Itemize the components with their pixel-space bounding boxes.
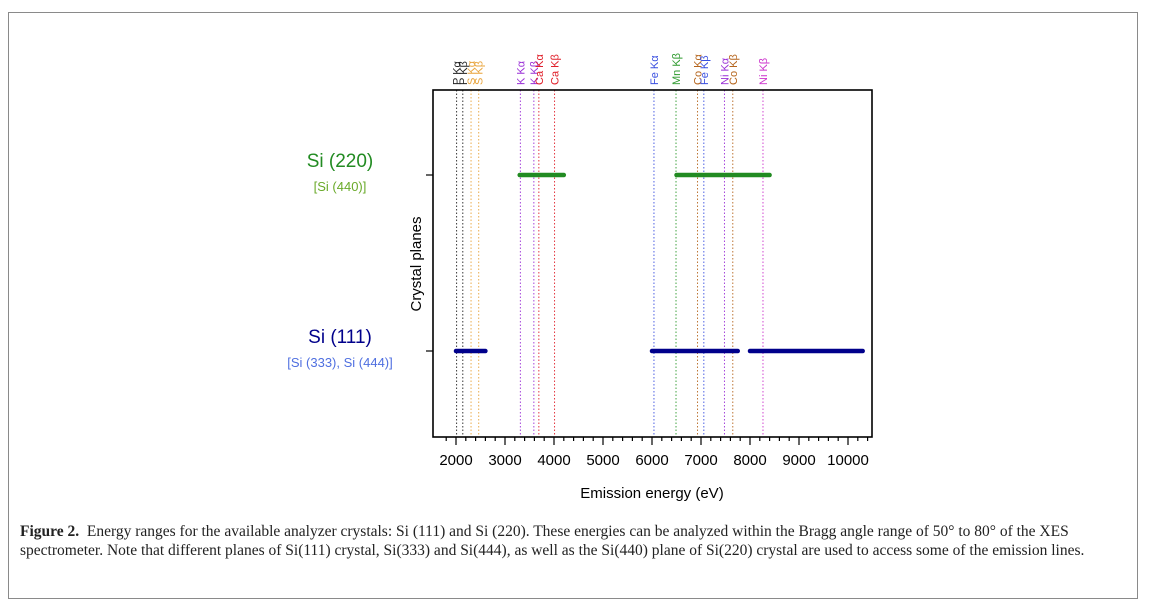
energy-ranges-layer — [453, 172, 865, 354]
emission-line-label: S Kα — [466, 60, 478, 85]
emission-line-label: Co Kβ — [728, 54, 740, 85]
x-tick-label: 6000 — [635, 452, 668, 469]
emission-lines-layer — [456, 90, 764, 437]
caption-label: Figure 2. — [20, 523, 80, 540]
y-axis-ticks — [426, 174, 433, 352]
plot-area-border — [432, 89, 873, 438]
emission-line-label: P Kα — [452, 60, 464, 85]
x-tick-label: 7000 — [684, 452, 717, 469]
emission-line-label: S Kβ — [474, 61, 486, 85]
emission-line-label: Ca Kβ — [550, 54, 562, 85]
emission-line-label: K Kβ — [529, 61, 541, 85]
crystal-plane-labels: Si (111) [Si (333), Si (444)] Si (220) [Si … — [287, 151, 393, 370]
crystal-plane-label: Si (220) — [307, 151, 374, 172]
x-axis-ticks: 2000 3000 4000 5000 6000 7000 8000 9000 10000 — [439, 437, 869, 469]
figure-frame — [8, 12, 1138, 599]
caption-text: Energy ranges for the available analyzer… — [20, 523, 1085, 559]
emission-line-label: Fe Kβ — [699, 55, 711, 85]
crystal-plane-label: Si (111) — [308, 327, 372, 348]
crystal-plane-sublabel: [Si (440)] — [314, 179, 367, 194]
emission-range-chart: 2000 3000 4000 5000 6000 7000 8000 9000 10000 P … — [287, 53, 873, 502]
x-tick-label: 8000 — [733, 452, 766, 469]
emission-line-label: Ni Kα — [719, 57, 731, 85]
emission-line-label: Co Kα — [693, 54, 705, 85]
emission-line-label: Fe Kα — [649, 55, 661, 85]
emission-line-label: P Kβ — [458, 61, 470, 85]
x-tick-label: 9000 — [782, 452, 815, 469]
x-tick-label: 10000 — [827, 452, 869, 469]
y-axis-title: Crystal planes — [408, 216, 425, 311]
emission-line-label: Ni Kβ — [758, 58, 770, 85]
emission-line-label: Ca Kα — [534, 54, 546, 85]
x-tick-label: 3000 — [488, 452, 521, 469]
x-tick-label: 4000 — [537, 452, 570, 469]
x-tick-label: 5000 — [586, 452, 619, 469]
crystal-plane-sublabel: [Si (333), Si (444)] — [287, 355, 393, 370]
x-axis-title: Emission energy (eV) — [580, 485, 723, 502]
x-tick-label: 2000 — [439, 452, 472, 469]
figure-caption: Figure 2. Energy ranges for the availabl… — [20, 522, 1130, 560]
emission-line-label: K Kα — [515, 60, 527, 85]
emission-line-label: Mn Kβ — [671, 53, 683, 85]
